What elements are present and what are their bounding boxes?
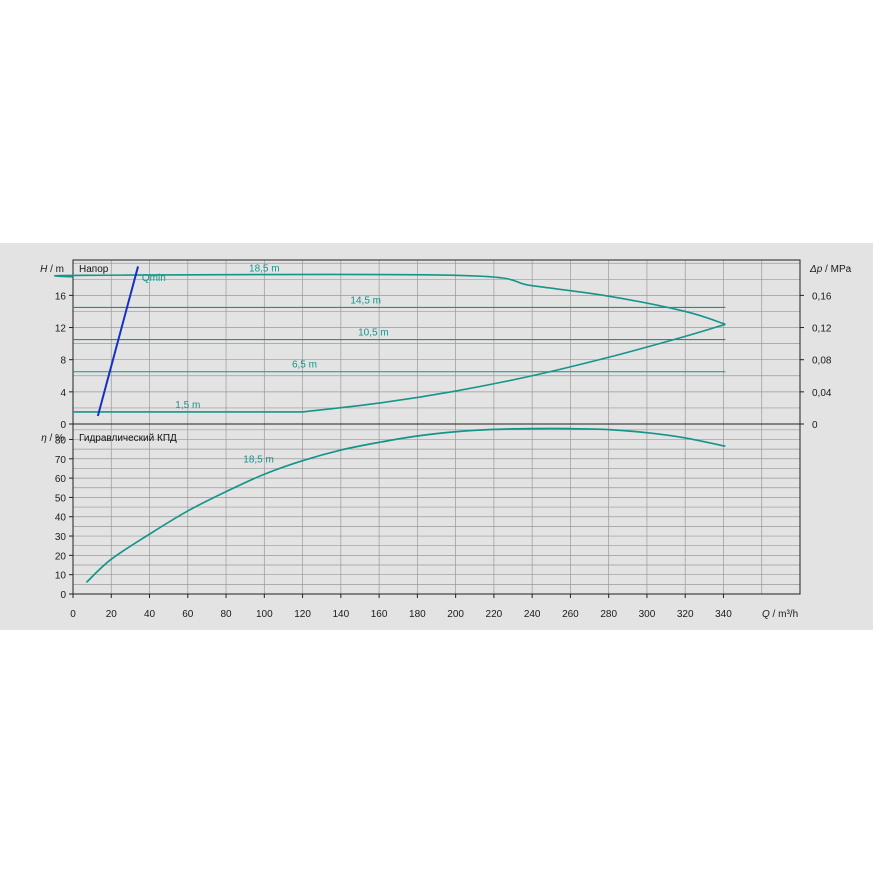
x-tick-label: 160 [371,609,388,620]
efficiency-chart-title: Гидравлический КПД [79,433,177,444]
x-tick-label: 100 [256,609,273,620]
x-tick-label: 200 [447,609,464,620]
head-axis-label: H / m [40,264,64,275]
efficiency-tick-label: 20 [55,551,67,562]
x-tick-label: 80 [220,609,232,620]
x-tick-label: 40 [144,609,156,620]
x-tick-label: 320 [677,609,694,620]
plot-frames [72,259,801,595]
x-tick-label: 120 [294,609,311,620]
x-tick-label: 0 [70,609,76,620]
x-tick-label: 260 [562,609,579,620]
tick-labels: 0 20 40 60 80 100 120 140 160 180 200 220 240 260 280 3… [55,291,832,620]
efficiency-axis-label: η / % [41,433,64,444]
efficiency-tick-label: 80 [55,435,67,446]
efficiency-curve-label: 18,5 m [243,455,274,466]
pressure-tick-label: 0,08 [812,356,832,367]
efficiency-curve [85,427,726,584]
efficiency-tick-label: 40 [55,513,67,524]
x-tick-label: 20 [106,609,118,620]
x-tick-label: 300 [639,609,656,620]
efficiency-tick-label: 60 [55,474,67,485]
x-tick-label: 140 [332,609,349,620]
pressure-tick-label: 0 [812,420,818,431]
head-tick-label: 16 [55,291,67,302]
efficiency-tick-label: 10 [55,571,67,582]
x-tick-label: 280 [600,609,617,620]
pressure-tick-label: 0,12 [812,324,832,335]
x-tick-label: 220 [486,609,503,620]
x-tick-label: 60 [182,609,194,620]
head-curve-label: 10,5 m [358,328,389,339]
head-chart-title: Напор [79,264,109,275]
head-curve-label: 14,5 m [350,295,381,306]
x-tick-label: 340 [715,609,732,620]
head-tick-label: 0 [60,420,66,431]
head-tick-label: 4 [60,388,66,399]
efficiency-tick-label: 30 [55,532,67,543]
qmin-line [96,266,140,417]
head-curve [73,323,726,413]
head-tick-label: 12 [55,324,67,335]
curves: 18,5 m 14,5 m 10,5 m 6,5 m 1,5 m Qmin 18,5 m [53,263,726,584]
flow-axis-label: Q / m³/h [762,609,798,620]
efficiency-tick-label: 70 [55,455,67,466]
pressure-tick-label: 0,16 [812,291,832,302]
head-curve-label: 18,5 m [249,263,280,274]
efficiency-plot-frame [72,423,801,595]
head-curve-label: 1,5 m [175,400,200,411]
head-curve-label: 6,5 m [292,360,317,371]
x-tick-label: 240 [524,609,541,620]
efficiency-tick-label: 0 [60,590,66,601]
qmin-label: Qmin [142,273,166,284]
x-tick-label: 180 [409,609,426,620]
efficiency-tick-label: 50 [55,493,67,504]
pressure-tick-label: 0,04 [812,388,832,399]
pressure-axis-label: Δp / MPa [809,264,852,275]
grid-lines [73,260,800,594]
head-tick-label: 8 [60,356,66,367]
